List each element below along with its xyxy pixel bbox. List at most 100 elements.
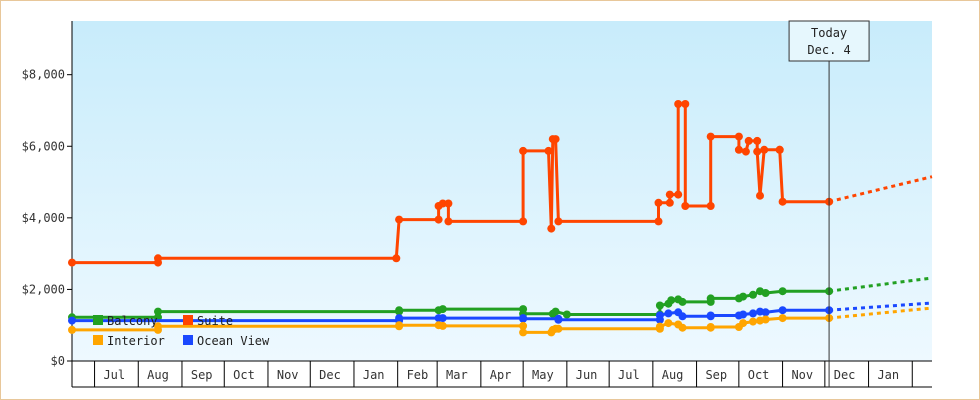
data-point <box>444 217 453 226</box>
data-point <box>706 311 715 320</box>
x-tick-label: Jan <box>363 368 385 382</box>
data-point <box>739 292 748 301</box>
data-point <box>654 198 663 207</box>
x-tick-label: Oct <box>233 368 255 382</box>
data-point <box>674 190 683 199</box>
legend-swatch <box>93 315 103 325</box>
data-point <box>749 309 757 318</box>
data-point <box>547 224 556 233</box>
data-point <box>778 287 787 296</box>
data-point <box>734 145 743 154</box>
data-point <box>739 319 748 328</box>
series-interior <box>68 306 933 337</box>
x-tick-label: Mar <box>446 368 468 382</box>
data-point <box>744 136 753 145</box>
data-point <box>154 254 162 263</box>
data-point <box>434 215 443 224</box>
data-point <box>395 314 404 323</box>
data-point <box>761 289 770 297</box>
data-point <box>395 215 404 224</box>
x-tick-label: Jul <box>618 368 640 382</box>
data-point <box>761 308 770 317</box>
y-tick-label: $6,000 <box>22 139 65 153</box>
projection-line <box>828 276 933 293</box>
today-date-label: Dec. 4 <box>807 43 850 57</box>
data-point <box>554 315 563 324</box>
data-point <box>154 322 162 331</box>
x-tick-label: Apr <box>490 368 512 382</box>
data-point <box>554 217 563 226</box>
data-point <box>665 198 674 207</box>
y-tick-label: $2,000 <box>22 282 65 296</box>
data-point <box>741 147 750 156</box>
data-point <box>655 311 664 320</box>
series-suite <box>68 100 933 267</box>
data-point <box>706 294 715 303</box>
x-tick-label: Oct <box>748 368 770 382</box>
data-point <box>554 324 563 333</box>
data-point <box>778 197 787 206</box>
data-point <box>734 132 743 141</box>
data-point <box>678 297 687 306</box>
data-point <box>664 309 673 318</box>
legend-swatch <box>183 335 193 345</box>
data-point <box>551 307 560 316</box>
data-point <box>519 146 528 155</box>
today-label: Today <box>811 26 847 40</box>
x-tick-label: Dec <box>319 368 341 382</box>
data-point <box>706 323 715 331</box>
data-point <box>395 306 404 315</box>
data-point <box>562 310 571 319</box>
data-point <box>775 145 784 154</box>
data-point <box>68 258 76 267</box>
data-point <box>739 310 748 319</box>
x-tick-label: Sep <box>191 368 213 382</box>
data-point <box>681 202 690 210</box>
x-tick-label: Nov <box>277 368 299 382</box>
x-tick-label: Aug <box>662 368 684 382</box>
data-point <box>438 321 447 330</box>
data-point <box>438 199 447 208</box>
data-point <box>761 315 770 324</box>
x-tick-label: Jan <box>877 368 899 382</box>
x-tick-label: Jul <box>103 368 125 382</box>
data-point <box>706 132 715 141</box>
x-tick-label: Jun <box>576 368 598 382</box>
y-tick-label: $8,000 <box>22 68 65 82</box>
data-point <box>655 301 664 310</box>
legend-label: Interior <box>107 334 165 348</box>
data-point <box>395 321 404 330</box>
data-point <box>519 328 528 337</box>
data-point <box>674 100 683 108</box>
data-point <box>749 317 757 326</box>
data-point <box>438 314 447 323</box>
data-point <box>444 199 453 208</box>
projection-line <box>828 301 933 312</box>
data-point <box>438 305 447 314</box>
legend-swatch <box>183 315 193 325</box>
data-point <box>667 296 676 305</box>
data-point <box>551 135 560 144</box>
data-point <box>655 322 664 331</box>
data-point <box>778 314 787 323</box>
data-point <box>756 191 764 200</box>
x-tick-label: Nov <box>791 368 813 382</box>
data-point <box>664 319 673 328</box>
today-callout-box <box>788 20 870 62</box>
plot-area <box>72 21 932 361</box>
data-point <box>519 217 528 226</box>
data-point <box>154 307 162 316</box>
legend-label: Ocean View <box>197 334 270 348</box>
data-point <box>706 202 715 210</box>
legend-label: Suite <box>197 314 233 328</box>
data-point <box>681 100 690 108</box>
x-tick-label: Aug <box>147 368 169 382</box>
data-point <box>760 145 769 154</box>
data-point <box>519 321 528 330</box>
data-point <box>68 325 76 334</box>
x-tick-label: Feb <box>407 368 429 382</box>
data-point <box>678 312 687 321</box>
data-point <box>519 314 528 323</box>
legend-swatch <box>93 335 103 345</box>
